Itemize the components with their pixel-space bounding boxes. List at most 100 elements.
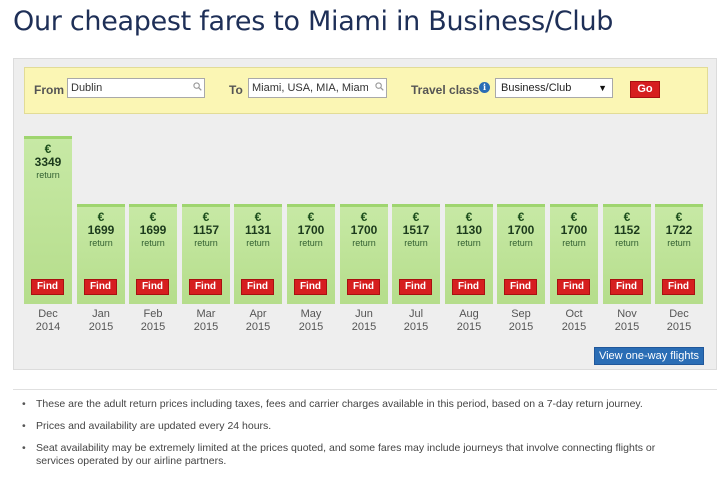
- currency-symbol: €: [254, 210, 262, 224]
- month-year: 2015: [298, 321, 324, 333]
- fare-return-label: return: [352, 238, 376, 248]
- travel-class-select[interactable]: Business/Club ▼: [495, 78, 613, 98]
- month-name: Feb: [143, 308, 163, 320]
- from-label: From: [34, 83, 64, 97]
- find-button[interactable]: Find: [241, 279, 274, 295]
- find-button[interactable]: Find: [452, 279, 485, 295]
- currency-symbol: €: [517, 210, 525, 224]
- fare-return-label: return: [562, 238, 586, 248]
- month-year: 2015: [245, 321, 271, 333]
- month-name: Oct: [565, 308, 583, 320]
- fare-bar[interactable]: €1700 return Find: [287, 204, 335, 304]
- currency-symbol: €: [44, 142, 52, 156]
- month-label: Aug 2015: [445, 308, 493, 334]
- fare-bar[interactable]: €1699 return Find: [129, 204, 177, 304]
- note-item: Prices and availability are updated ever…: [22, 420, 702, 433]
- divider: [13, 389, 717, 390]
- find-button[interactable]: Find: [31, 279, 64, 295]
- fare-bar[interactable]: €1699 return Find: [77, 204, 125, 304]
- month-year: 2015: [666, 321, 692, 333]
- month-label: Mar 2015: [182, 308, 230, 334]
- fare-price: 1130: [455, 223, 483, 237]
- fare-return-label: return: [404, 238, 428, 248]
- fare-bar[interactable]: €1130 return Find: [445, 204, 493, 304]
- currency-symbol: €: [97, 210, 105, 224]
- currency-symbol: €: [360, 210, 368, 224]
- month-year: 2014: [35, 321, 61, 333]
- fare-price: 1131: [244, 223, 272, 237]
- find-button[interactable]: Find: [294, 279, 327, 295]
- month-label: Sep 2015: [497, 308, 545, 334]
- page-title: Our cheapest fares to Miami in Business/…: [13, 6, 614, 37]
- month-name: Dec: [38, 308, 58, 320]
- month-name: May: [300, 308, 322, 320]
- find-button[interactable]: Find: [610, 279, 643, 295]
- find-button[interactable]: Find: [504, 279, 537, 295]
- to-label: To: [229, 83, 243, 97]
- fare-return-label: return: [667, 238, 691, 248]
- fare-price: 1152: [613, 223, 641, 237]
- find-button[interactable]: Find: [136, 279, 169, 295]
- currency-symbol: €: [307, 210, 315, 224]
- search-icon[interactable]: [193, 82, 202, 91]
- month-name: Apr: [249, 308, 267, 320]
- month-name: Sep: [511, 308, 531, 320]
- month-year: 2015: [88, 321, 114, 333]
- fare-bar[interactable]: €1157 return Find: [182, 204, 230, 304]
- month-label: Jun 2015: [340, 308, 388, 334]
- to-field[interactable]: [248, 78, 387, 98]
- fare-panel: From To Travel class i Business/Club ▼ G…: [13, 58, 717, 370]
- month-label: Jul 2015: [392, 308, 440, 334]
- month-label: Oct 2015: [550, 308, 598, 334]
- find-button[interactable]: Find: [84, 279, 117, 295]
- month-label: Nov 2015: [603, 308, 651, 334]
- notes-list: These are the adult return prices includ…: [22, 398, 702, 477]
- currency-symbol: €: [623, 210, 631, 224]
- find-button[interactable]: Find: [557, 279, 590, 295]
- fare-bar[interactable]: €1700 return Find: [340, 204, 388, 304]
- fare-return-label: return: [457, 238, 481, 248]
- currency-symbol: €: [570, 210, 578, 224]
- fare-bar[interactable]: €1152 return Find: [603, 204, 651, 304]
- currency-symbol: €: [675, 210, 683, 224]
- month-name: Jan: [92, 308, 110, 320]
- view-one-way-flights-button[interactable]: View one-way flights: [594, 347, 704, 365]
- travel-class-label: Travel class: [411, 83, 480, 97]
- fare-return-label: return: [615, 238, 639, 248]
- find-button[interactable]: Find: [662, 279, 695, 295]
- info-icon[interactable]: i: [479, 82, 490, 93]
- month-year: 2015: [193, 321, 219, 333]
- find-button[interactable]: Find: [347, 279, 380, 295]
- month-label: Dec 2014: [24, 308, 72, 334]
- fare-bar[interactable]: €1700 return Find: [497, 204, 545, 304]
- go-button[interactable]: Go: [630, 81, 660, 98]
- fare-return-label: return: [36, 170, 60, 180]
- fare-bar[interactable]: €1517 return Find: [392, 204, 440, 304]
- fare-price: 1517: [402, 223, 430, 237]
- month-label: Feb 2015: [129, 308, 177, 334]
- from-field[interactable]: [67, 78, 205, 98]
- fare-bar[interactable]: €1700 return Find: [550, 204, 598, 304]
- fare-bar[interactable]: €1131 return Find: [234, 204, 282, 304]
- fare-return-label: return: [509, 238, 533, 248]
- find-button[interactable]: Find: [189, 279, 222, 295]
- fare-price: 1722: [665, 223, 693, 237]
- month-year: 2015: [351, 321, 377, 333]
- currency-symbol: €: [149, 210, 157, 224]
- month-year: 2015: [508, 321, 534, 333]
- find-button[interactable]: Find: [399, 279, 432, 295]
- month-name: Dec: [669, 308, 689, 320]
- fare-price: 1157: [192, 223, 220, 237]
- month-year: 2015: [561, 321, 587, 333]
- fare-price: 1700: [350, 223, 378, 237]
- month-label: Apr 2015: [234, 308, 282, 334]
- fare-bar[interactable]: €1722 return Find: [655, 204, 703, 304]
- fare-price: 3349: [34, 155, 62, 169]
- travel-class-value: Business/Club: [501, 82, 572, 94]
- month-year: 2015: [614, 321, 640, 333]
- search-icon[interactable]: [375, 82, 384, 91]
- month-year: 2015: [456, 321, 482, 333]
- month-year: 2015: [403, 321, 429, 333]
- month-label: Jan 2015: [77, 308, 125, 334]
- fare-bar[interactable]: €3349 return Find: [24, 136, 72, 304]
